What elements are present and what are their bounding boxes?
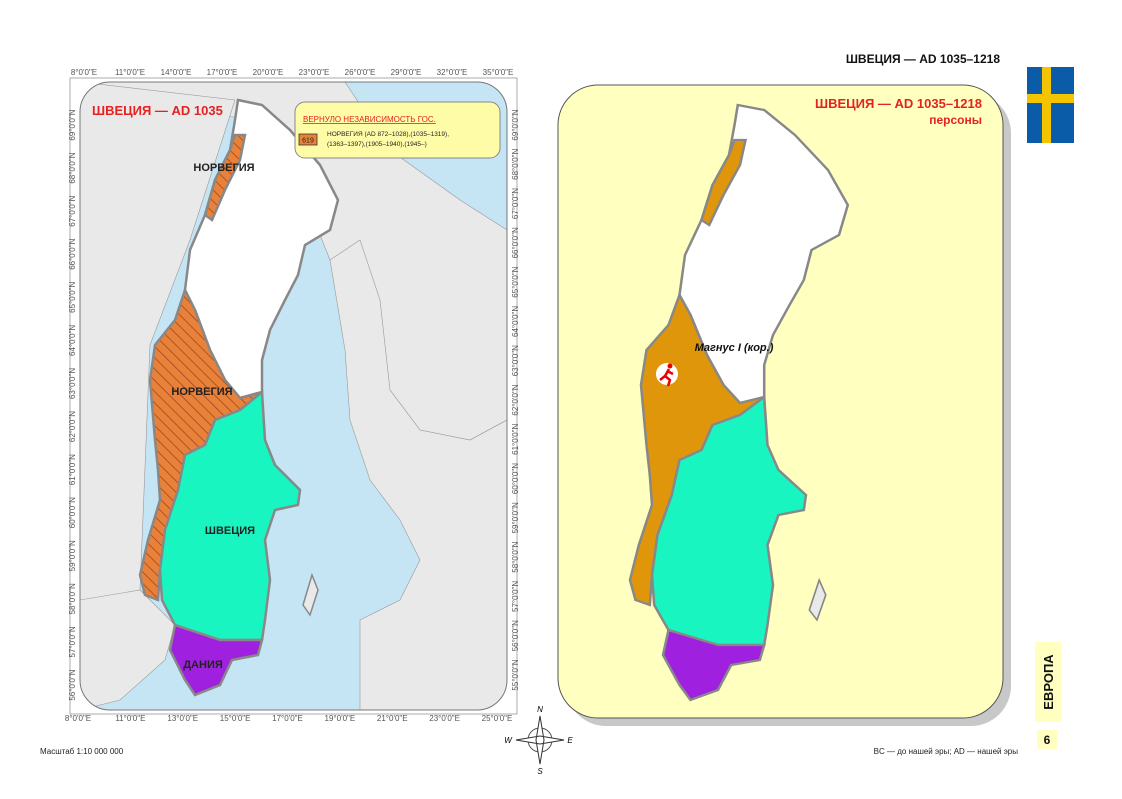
page-number: 6: [1044, 733, 1051, 747]
latitude-label: 58°0'0"N: [68, 583, 77, 614]
region-label: НОРВЕГИЯ: [171, 386, 232, 398]
latitude-label: 69°0'0"N: [511, 109, 520, 140]
longitude-label: 15°0'0"E: [220, 714, 251, 723]
latitude-label: 65°0'0"N: [511, 266, 520, 297]
longitude-label: 14°0'0"E: [161, 68, 192, 77]
longitude-label: 8°0'0"E: [71, 68, 97, 77]
region-label: ДАНИЯ: [183, 659, 223, 671]
compass-letter: S: [537, 767, 543, 776]
region-tab: [1035, 642, 1061, 722]
latitude-label: 57°0'0"N: [68, 626, 77, 657]
region-label: НОРВЕГИЯ: [193, 162, 254, 174]
legend-text: НОРВЕГИЯ (AD 872–1028),(1035–1319),: [327, 131, 449, 138]
map-subtitle: персоны: [929, 113, 982, 127]
flag: [1027, 67, 1074, 143]
latitude-label: 67°0'0"N: [68, 195, 77, 226]
longitude-label: 23°0'0"E: [429, 714, 460, 723]
latitude-label: 57°0'0"N: [511, 581, 520, 612]
latitude-label: 59°0'0"N: [68, 540, 77, 571]
era-note: BC — до нашей эры; AD — нашей эры: [874, 747, 1019, 756]
latitude-label: 58°0'0"N: [511, 541, 520, 572]
latitude-label: 66°0'0"N: [511, 227, 520, 258]
latitude-label: 56°0'0"N: [68, 669, 77, 700]
legend-text: (1363–1397),(1905–1940),(1945–): [327, 141, 427, 148]
longitude-label: 26°0'0"E: [345, 68, 376, 77]
latitude-label: 64°0'0"N: [511, 306, 520, 337]
latitude-label: 56°0'0"N: [511, 620, 520, 651]
legend-title: ВЕРНУЛО НЕЗАВИСИМОСТЬ ГОС.: [303, 115, 436, 124]
latitude-label: 62°0'0"N: [68, 411, 77, 442]
latitude-label: 66°0'0"N: [68, 238, 77, 269]
latitude-label: 61°0'0"N: [68, 454, 77, 485]
longitude-label: 11°0'0"E: [115, 714, 145, 723]
latitude-label: 60°0'0"N: [511, 463, 520, 494]
latitude-label: 68°0'0"N: [511, 148, 520, 179]
right-map: ШВЕЦИЯ — AD 1035–1218 персоны Магнус I (…: [557, 84, 1011, 726]
longitude-label: 35°0'0"E: [483, 68, 514, 77]
latitude-label: 60°0'0"N: [68, 497, 77, 528]
longitude-label: 8°0'0"E: [65, 714, 91, 723]
latitude-label: 69°0'0"N: [68, 109, 77, 140]
denmark-region: [168, 623, 264, 697]
latitude-label: 63°0'0"N: [511, 345, 520, 376]
legend-code: 619: [302, 138, 314, 145]
latitude-label: 68°0'0"N: [68, 152, 77, 183]
latitude-label: 61°0'0"N: [511, 423, 520, 454]
compass: N W E S: [504, 705, 573, 776]
compass-letter: E: [567, 736, 573, 745]
region-label: ШВЕЦИЯ: [205, 525, 255, 537]
map-title: ШВЕЦИЯ — AD 1035: [92, 103, 223, 118]
longitude-label: 19°0'0"E: [325, 714, 356, 723]
page-tab: [1037, 730, 1057, 749]
legend: ВЕРНУЛО НЕЗАВИСИМОСТЬ ГОС. 619 НОРВЕГИЯ …: [294, 101, 501, 159]
latitude-label: 67°0'0"N: [511, 188, 520, 219]
latitude-label: 59°0'0"N: [511, 502, 520, 533]
compass-letter: W: [504, 736, 513, 745]
longitude-label: 20°0'0"E: [253, 68, 284, 77]
longitude-label: 23°0'0"E: [299, 68, 330, 77]
longitude-label: 29°0'0"E: [391, 68, 422, 77]
scale-note: Масштаб 1:10 000 000: [40, 747, 124, 756]
latitude-label: 62°0'0"N: [511, 384, 520, 415]
latitude-label: 63°0'0"N: [68, 368, 77, 399]
island: [302, 572, 319, 617]
person-icon: [656, 363, 678, 387]
compass-letter: N: [537, 705, 543, 714]
person-label: Магнус I (кор.): [695, 342, 774, 354]
longitude-label: 17°0'0"E: [207, 68, 238, 77]
longitude-label: 17°0'0"E: [272, 714, 303, 723]
norway-region: [203, 133, 247, 222]
longitude-label: 13°0'0"E: [167, 714, 198, 723]
region-name: ЕВРОПА: [1041, 654, 1056, 710]
longitude-label: 32°0'0"E: [437, 68, 468, 77]
left-map: ШВЕЦИЯ — AD 1035 ВЕРНУЛО НЕЗАВИСИМОСТЬ Г…: [69, 77, 518, 715]
latitude-label: 55°0'0"N: [511, 659, 520, 690]
latitude-label: 64°0'0"N: [68, 325, 77, 356]
longitude-label: 21°0'0"E: [377, 714, 408, 723]
page-title: ШВЕЦИЯ — AD 1035–1218: [846, 52, 1000, 66]
latitude-label: 65°0'0"N: [68, 282, 77, 313]
longitude-label: 25°0'0"E: [482, 714, 513, 723]
longitude-label: 11°0'0"E: [115, 68, 145, 77]
map-title: ШВЕЦИЯ — AD 1035–1218: [815, 96, 982, 111]
